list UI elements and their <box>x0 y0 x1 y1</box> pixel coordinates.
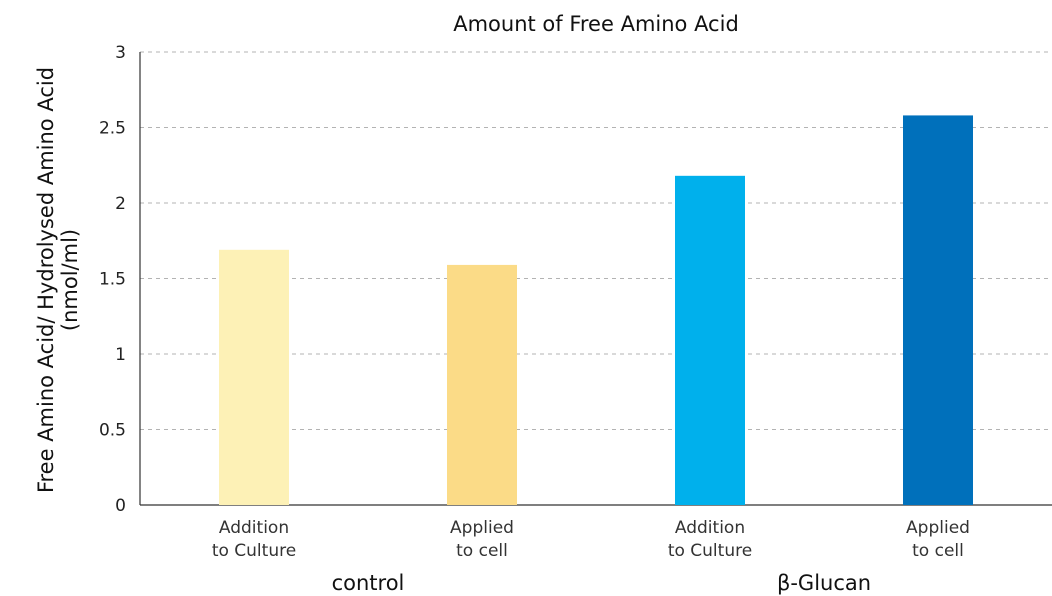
group-label: control <box>332 571 405 595</box>
y-tick-label: 1 <box>115 345 126 365</box>
bar <box>219 249 289 505</box>
bar <box>903 115 973 506</box>
y-tick-label: 3 <box>115 43 126 63</box>
chart-title: Amount of Free Amino Acid <box>453 12 739 36</box>
x-tick-label: Applied <box>450 518 514 538</box>
y-tick-label: 1.5 <box>99 270 126 290</box>
y-tick-label: 2.5 <box>99 119 126 139</box>
x-tick-label: to cell <box>456 541 508 561</box>
x-tick-label: Addition <box>219 518 289 538</box>
bar <box>675 175 745 505</box>
x-tick-label: to cell <box>912 541 964 561</box>
x-tick-label: Applied <box>906 518 970 538</box>
x-tick-label: Addition <box>675 518 745 538</box>
y-tick-label: 2 <box>115 194 126 214</box>
y-tick-label: 0 <box>115 496 126 516</box>
y-tick-label: 0.5 <box>99 421 126 441</box>
bar <box>447 264 517 505</box>
x-tick-label: to Culture <box>212 541 296 561</box>
x-tick-label: to Culture <box>668 541 752 561</box>
group-label: β-Glucan <box>777 571 871 595</box>
